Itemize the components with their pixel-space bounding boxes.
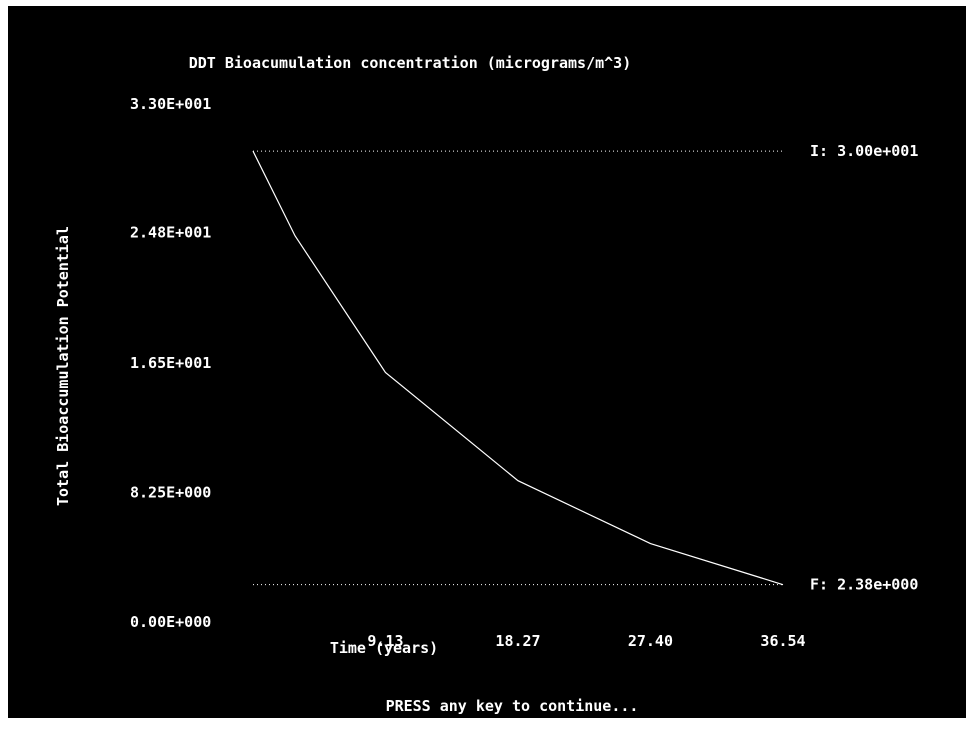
chart-display[interactable]: DDT Bioacumulation concentration (microg… bbox=[8, 6, 966, 718]
y-tick-label: 0.00E+000 bbox=[130, 613, 211, 631]
bioaccumulation-chart: DDT Bioacumulation concentration (microg… bbox=[54, 54, 918, 715]
x-tick-label: 27.40 bbox=[628, 632, 673, 650]
series-line bbox=[252, 150, 784, 586]
y-tick-label: 2.48E+001 bbox=[130, 224, 211, 242]
x-axis-label: Time (years) bbox=[330, 639, 438, 657]
y-tick-label: 3.30E+001 bbox=[130, 95, 211, 113]
x-tick-label: 18.27 bbox=[495, 632, 540, 650]
series-group bbox=[252, 150, 784, 586]
chart-title: DDT Bioacumulation concentration (microg… bbox=[189, 54, 632, 72]
final-value-label: F: 2.38e+000 bbox=[810, 576, 918, 594]
x-tick-label: 36.54 bbox=[760, 632, 805, 650]
y-tick-label: 1.65E+001 bbox=[130, 354, 211, 372]
y-tick-label: 8.25E+000 bbox=[130, 484, 211, 502]
press-any-key-prompt[interactable]: PRESS any key to continue... bbox=[386, 697, 639, 715]
reference-lines: I: 3.00e+001 F: 2.38e+000 bbox=[253, 142, 918, 594]
y-axis-label: Total Bioaccumulation Potential bbox=[54, 226, 72, 506]
y-tick-labels: 3.30E+001 2.48E+001 1.65E+001 8.25E+000 0.00… bbox=[130, 95, 211, 631]
x-tick-labels: 9.13 18.27 27.40 36.54 bbox=[367, 632, 805, 650]
x-tick-label: 9.13 bbox=[367, 632, 403, 650]
initial-value-label: I: 3.00e+001 bbox=[810, 142, 918, 160]
